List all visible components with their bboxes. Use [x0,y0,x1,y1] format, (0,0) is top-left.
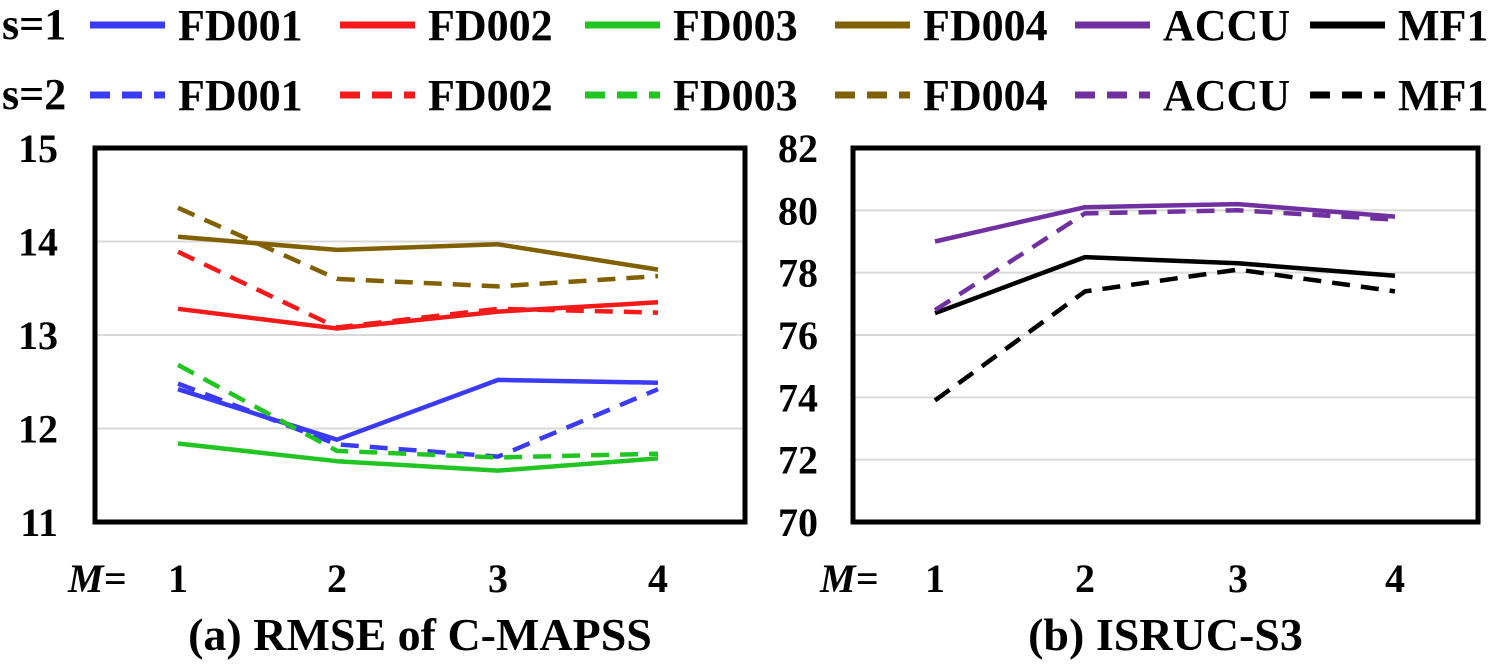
y-tick-label: 15 [18,126,58,171]
y-tick-label: 14 [18,220,58,265]
x-tick-label: 3 [488,556,508,601]
legend-entry-label: ACCU [1163,71,1290,120]
x-tick-label: 4 [648,556,668,601]
legend-entry-label: FD001 [178,1,303,50]
series-line-accu-s2 [933,208,1396,312]
y-tick-label: 72 [778,438,818,483]
series-line-fd003-s2 [176,362,659,460]
x-tick-label: 1 [168,556,188,601]
series-line-fd001-s2 [177,381,659,459]
series-line-accu-s1 [934,201,1396,244]
series-line-fd003-s1 [177,441,659,473]
y-tick-label: 80 [778,188,818,233]
y-tick-label: 70 [778,500,818,545]
chart-isruc-s3: 70 72 74 76 78 80 82 M= 1 2 3 4 (b) ISRUC-S3 [778,126,1481,660]
series-line-fd004-s2 [177,205,659,289]
y-tick-label: 12 [18,407,58,452]
legend-entry-label: MF1 [1398,71,1488,120]
legend-entry-label: FD002 [428,1,553,50]
y-tick-label: 76 [778,313,818,358]
series-line-mf1-s2 [933,267,1396,403]
y-tick-label: 82 [778,126,818,171]
x-tick-label: 2 [1075,556,1095,601]
legend: s=1 FD001 FD002 FD003 FD004 ACCU MF1 s=2 FD001 FD… [2,0,1488,120]
legend-row-label: s=1 [2,0,66,49]
series-line-fd002-s2 [177,249,659,330]
x-tick-label: 4 [1385,556,1405,601]
x-tick-label: 2 [327,556,347,601]
legend-entry-label: FD003 [673,71,798,120]
series-line-fd001-s1 [177,377,659,442]
legend-entry-label: FD004 [923,71,1048,120]
legend-entry-label: MF1 [1398,1,1488,50]
y-tick-label: 11 [20,500,58,545]
legend-entry-label: FD003 [673,1,798,50]
series-line-fd002-s1 [177,300,659,331]
legend-entry-label: FD002 [428,71,553,120]
y-tick-label: 74 [778,375,818,420]
chart-title: (a) RMSE of C-MAPSS [188,609,652,660]
plot-frame [92,145,748,525]
y-tick-label: 13 [18,313,58,358]
chart-title: (b) ISRUC-S3 [1028,609,1303,660]
legend-entry-label: FD004 [923,1,1048,50]
legend-entry-label: ACCU [1163,1,1290,50]
x-tick-label: 3 [1228,556,1248,601]
legend-entry-label: FD001 [178,71,303,120]
plot-frame [850,145,1481,525]
series-line-mf1-s1 [934,254,1396,316]
x-tick-label: 1 [925,556,945,601]
legend-row-label: s=2 [2,70,66,119]
y-tick-label: 78 [778,251,818,296]
x-axis-label: M= [819,556,878,601]
x-axis-label: M= [67,556,126,601]
